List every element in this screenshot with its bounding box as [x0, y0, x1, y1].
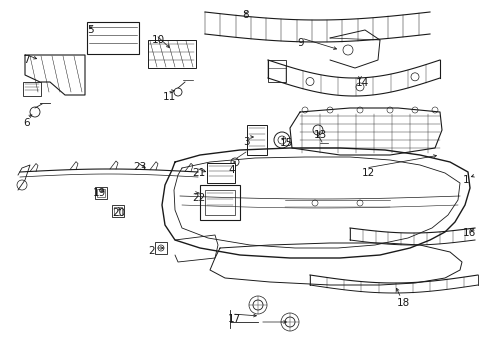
Text: 22: 22	[192, 193, 205, 203]
Text: 16: 16	[462, 228, 475, 238]
Text: 14: 14	[355, 78, 368, 88]
Text: 23: 23	[133, 162, 146, 172]
Text: 9: 9	[296, 38, 303, 48]
Text: 10: 10	[152, 35, 165, 45]
Bar	[246, 125, 266, 155]
Bar	[87, 22, 139, 54]
Text: 19: 19	[93, 188, 106, 198]
Text: 18: 18	[396, 298, 409, 308]
Bar	[204, 190, 235, 215]
Text: 7: 7	[23, 55, 30, 65]
Bar	[148, 40, 196, 68]
Bar	[155, 242, 167, 254]
Text: 21: 21	[192, 168, 205, 178]
Text: 6: 6	[23, 118, 30, 128]
Bar	[97, 189, 105, 197]
Bar	[23, 82, 41, 96]
Bar	[112, 205, 124, 217]
Text: 13: 13	[313, 130, 326, 140]
Text: 15: 15	[280, 138, 293, 148]
Text: 4: 4	[227, 165, 234, 175]
Text: 8: 8	[242, 10, 248, 20]
Bar	[206, 163, 235, 183]
Text: 1: 1	[462, 175, 468, 185]
Bar	[267, 60, 285, 82]
Text: 5: 5	[87, 25, 93, 35]
Bar	[200, 185, 240, 220]
Text: 11: 11	[163, 92, 176, 102]
Text: 20: 20	[112, 208, 125, 218]
Text: 3: 3	[243, 137, 249, 147]
Text: 12: 12	[361, 168, 374, 178]
Text: 2: 2	[148, 246, 154, 256]
Bar	[114, 207, 122, 215]
Text: 17: 17	[227, 314, 241, 324]
Bar	[95, 187, 107, 199]
